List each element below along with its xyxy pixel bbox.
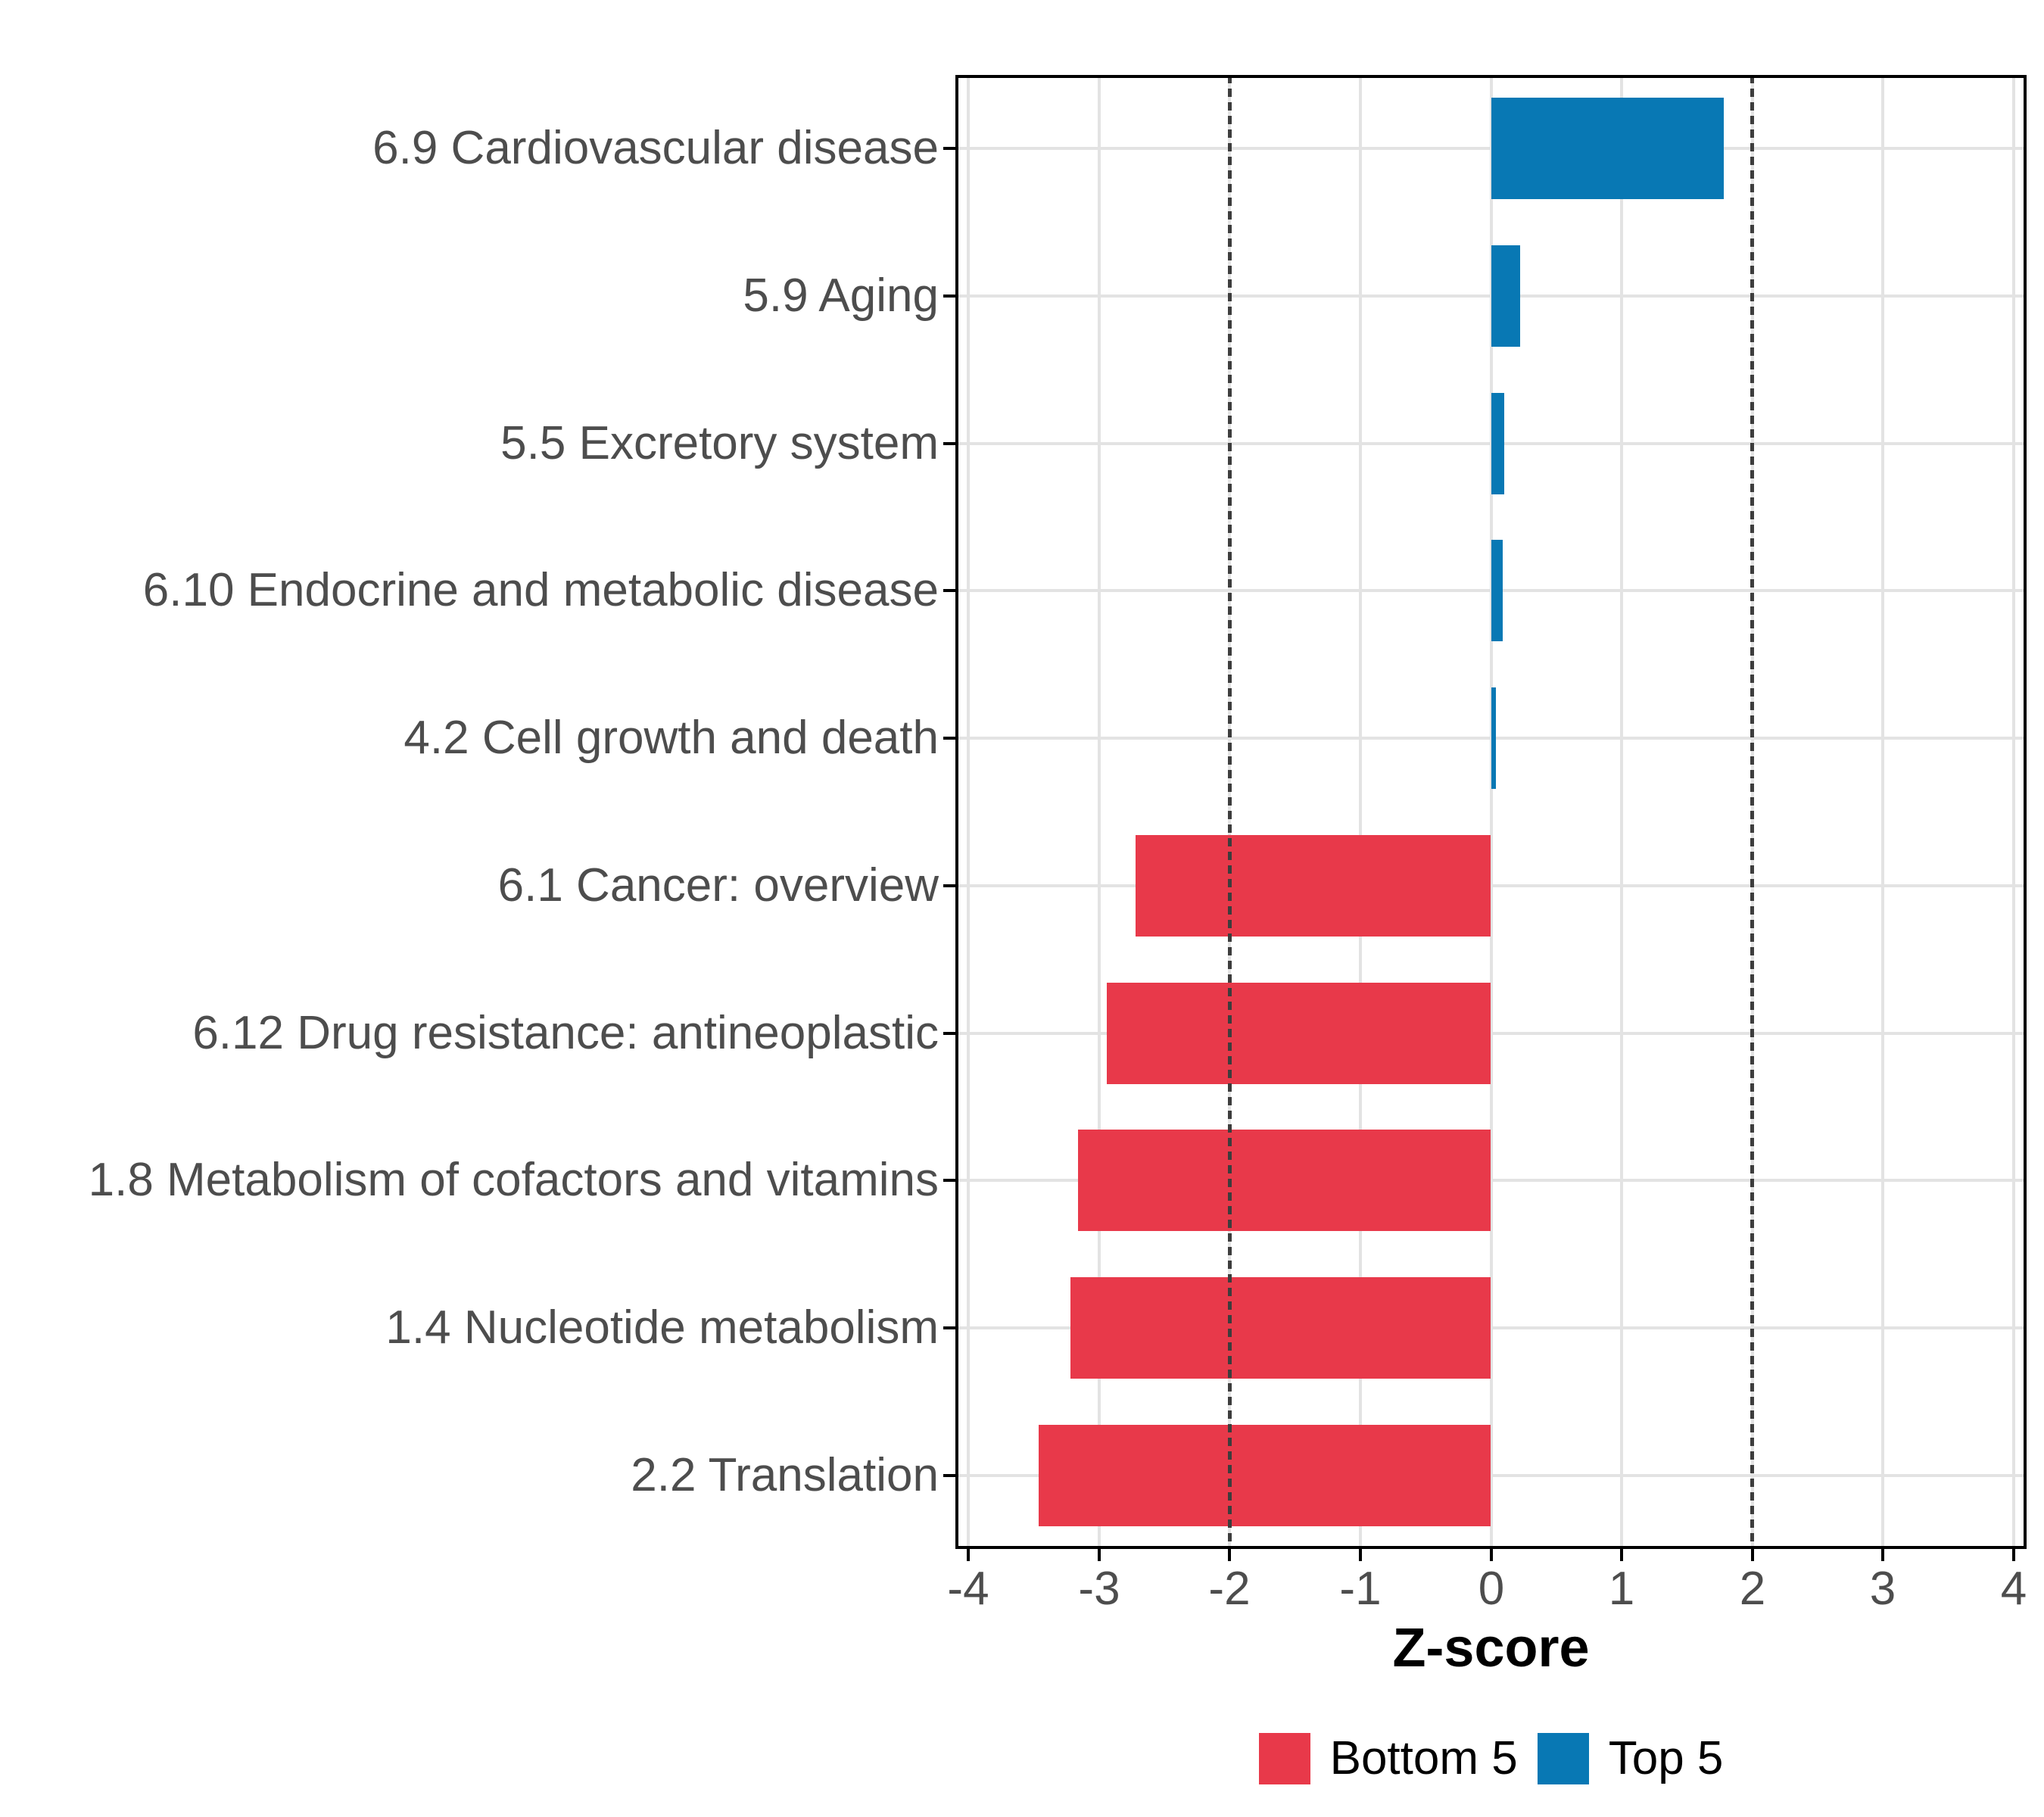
y-tick	[943, 1032, 955, 1035]
y-axis-label: 2.2 Translation	[631, 1449, 939, 1501]
x-tick-label: 0	[1478, 1563, 1505, 1615]
y-tick	[943, 737, 955, 740]
y-axis-label: 5.5 Excretory system	[500, 417, 939, 469]
x-tick-label: -3	[1078, 1563, 1120, 1615]
x-tick	[1620, 1549, 1623, 1561]
y-axis-label: 1.8 Metabolism of cofactors and vitamins	[88, 1154, 939, 1206]
y-axis-label: 4.2 Cell growth and death	[404, 712, 939, 764]
x-tick-label: 2	[1739, 1563, 1766, 1615]
legend-label: Bottom 5	[1329, 1732, 1518, 1784]
legend-item-top-5: Top 5	[1537, 1732, 1724, 1784]
y-axis-label: 5.9 Aging	[743, 270, 939, 322]
y-tick	[943, 1326, 955, 1329]
legend-swatch	[1537, 1733, 1589, 1784]
y-tick	[943, 147, 955, 150]
x-gridline	[1098, 75, 1101, 1549]
bar-0	[1491, 98, 1724, 199]
y-axis-label: 1.4 Nucleotide metabolism	[385, 1301, 939, 1354]
y-tick	[943, 1179, 955, 1182]
y-axis-label: 6.10 Endocrine and metabolic disease	[142, 564, 939, 616]
y-axis-label: 6.12 Drug resistance: antineoplastic	[192, 1007, 939, 1059]
plot-panel	[955, 75, 2027, 1549]
x-tick-label: 3	[1869, 1563, 1896, 1615]
x-gridline	[2012, 75, 2015, 1549]
x-gridline	[967, 75, 970, 1549]
x-axis-title: Z-score	[1392, 1618, 1590, 1678]
bar-9	[1039, 1425, 1491, 1526]
x-tick-label: -1	[1339, 1563, 1382, 1615]
y-tick	[943, 295, 955, 298]
x-tick	[1881, 1549, 1884, 1561]
y-tick	[943, 884, 955, 887]
x-tick	[2012, 1549, 2015, 1561]
legend-swatch	[1258, 1733, 1310, 1784]
bar-2	[1491, 393, 1504, 494]
x-tick	[1751, 1549, 1754, 1561]
reference-line	[1750, 75, 1754, 1549]
x-gridline	[1881, 75, 1884, 1549]
x-tick	[1490, 1549, 1493, 1561]
legend-label: Top 5	[1608, 1732, 1724, 1784]
y-tick	[943, 1474, 955, 1477]
x-tick	[1098, 1549, 1101, 1561]
bar-3	[1491, 540, 1503, 641]
bar-7	[1078, 1130, 1491, 1231]
legend-item-bottom-5: Bottom 5	[1258, 1732, 1518, 1784]
x-tick-label: -2	[1208, 1563, 1251, 1615]
x-tick	[1359, 1549, 1362, 1561]
x-gridline	[1620, 75, 1623, 1549]
y-axis-label: 6.1 Cancer: overview	[497, 859, 939, 912]
bar-4	[1491, 687, 1497, 789]
y-tick	[943, 442, 955, 445]
x-tick-label: -4	[947, 1563, 989, 1615]
y-axis-label: 6.9 Cardiovascular disease	[372, 122, 939, 174]
bar-8	[1070, 1277, 1491, 1379]
x-tick-label: 1	[1608, 1563, 1635, 1615]
bar-6	[1107, 983, 1491, 1084]
x-tick	[967, 1549, 970, 1561]
x-gridline	[1490, 75, 1493, 1549]
x-tick	[1228, 1549, 1231, 1561]
x-gridline	[1359, 75, 1362, 1549]
bar-5	[1136, 835, 1491, 937]
x-tick-label: 4	[2000, 1563, 2027, 1615]
legend: Bottom 5 Top 5	[955, 1733, 2027, 1784]
reference-line	[1228, 75, 1232, 1549]
y-tick	[943, 589, 955, 592]
bar-1	[1491, 245, 1520, 347]
